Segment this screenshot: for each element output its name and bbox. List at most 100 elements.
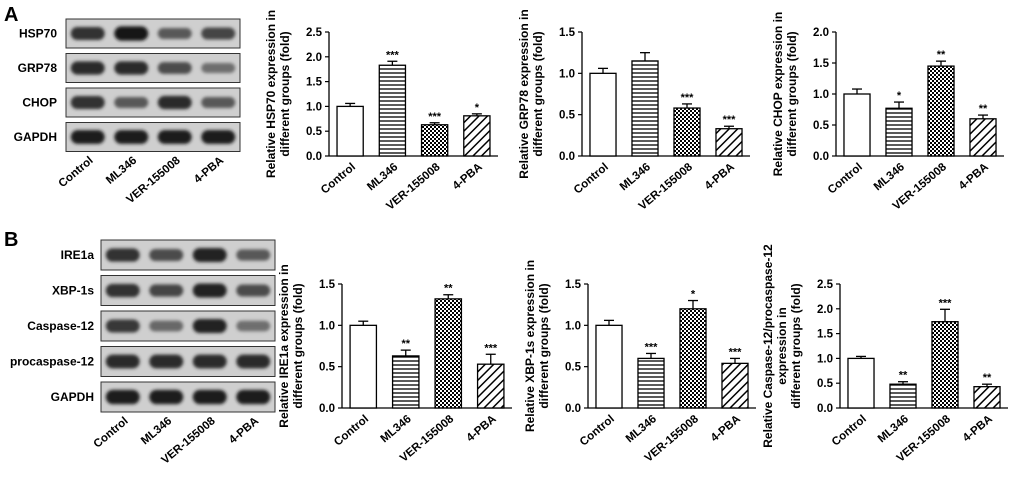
significance-marker: *** (723, 114, 737, 126)
y-axis-title: Relative GRP78 expression in (517, 9, 531, 178)
x-tick-label: Control (578, 413, 617, 448)
blot-band (192, 247, 227, 263)
blot-band (70, 130, 105, 144)
blot-row-label: HSP70 (19, 27, 57, 41)
bar (378, 64, 407, 157)
x-tick-label: Control (826, 161, 865, 196)
blot-band (192, 389, 227, 405)
y-axis-title: Relative Caspase-12/procaspase-12 (761, 244, 775, 448)
bar (637, 357, 665, 409)
y-axis-title: Relative HSP70 expression in (264, 10, 278, 178)
bar (476, 363, 505, 409)
x-tick-label: ML346 (872, 161, 907, 193)
bar (889, 383, 917, 409)
blot-band (70, 27, 105, 40)
y-tick-label: 2.5 (306, 27, 323, 39)
chart-grp78: 0.0 0.5 1.0 1.5 Relative GRP78 expression in… (517, 9, 750, 213)
blot-lane-label: 4-PBA (192, 155, 226, 186)
y-tick-label: 1.5 (306, 77, 323, 89)
y-tick-label: 2.0 (817, 304, 833, 316)
blot-band (105, 283, 140, 298)
blot-row-label: GAPDH (51, 390, 94, 404)
x-tick-label: 4-PBA (709, 413, 743, 444)
blot-band (149, 284, 184, 297)
blot-band (114, 26, 149, 41)
significance-marker: ** (937, 49, 946, 61)
blot-band (149, 320, 184, 332)
bar (434, 298, 463, 409)
blot-band (201, 130, 236, 144)
y-tick-label: 0.0 (319, 403, 335, 415)
blot-band (236, 249, 271, 261)
blot-lane-label: ML346 (104, 155, 139, 187)
blot-band (236, 320, 271, 332)
bar (336, 105, 364, 157)
blot-lane-label: Control (92, 415, 131, 450)
blot-band (149, 354, 184, 369)
y-tick-label: 1.0 (306, 101, 322, 113)
bar (969, 118, 997, 157)
blot-band (192, 318, 227, 334)
y-tick-label: 2.0 (306, 52, 322, 64)
y-tick-label: 0.5 (565, 362, 582, 374)
bar (721, 362, 749, 409)
y-tick-label: 0.5 (559, 110, 576, 122)
bar (679, 308, 707, 409)
y-tick-label: 0.0 (559, 151, 575, 163)
bar (589, 72, 617, 157)
blot-band (105, 389, 140, 405)
y-axis-title: Relative XBP-1s expression in (523, 260, 537, 432)
blot-row-label: GAPDH (14, 130, 57, 144)
chart-xbp1s: 0.0 0.5 1.0 1.5 Relative XBP-1s expression i… (523, 260, 756, 465)
y-tick-label: 0.5 (306, 126, 323, 138)
bar (843, 93, 871, 157)
blot-band (201, 27, 236, 40)
bar (595, 324, 623, 409)
significance-marker: * (475, 102, 480, 114)
x-tick-label: 4-PBA (961, 413, 995, 444)
western-blot-b: IRE1a XBP-1s Caspase-12 procaspase-12 GAPDH C… (10, 239, 276, 467)
blot-band (105, 248, 140, 262)
blot-lane-label: ML346 (139, 415, 174, 447)
y-axis-title: Relative CHOP expression in (771, 12, 785, 177)
significance-marker: *** (939, 297, 953, 309)
significance-marker: *** (484, 342, 498, 354)
significance-marker: *** (729, 346, 743, 358)
blot-row-label: Caspase-12 (27, 319, 94, 333)
y-tick-label: 1.0 (319, 320, 335, 332)
chart-ire1a: 0.0 0.5 1.0 1.5 Relative IRE1a expression in… (277, 264, 512, 465)
bar (847, 357, 875, 409)
y-axis-title: different groups (fold) (278, 31, 292, 156)
y-tick-label: 1.5 (319, 279, 336, 291)
blot-band (114, 97, 149, 108)
y-axis-title: different groups (fold) (291, 283, 305, 408)
blot-row-label: IRE1a (61, 248, 95, 262)
significance-marker: ** (899, 370, 908, 382)
y-tick-label: 0.5 (813, 120, 830, 132)
blot-band (236, 354, 271, 369)
significance-marker: ** (983, 372, 992, 384)
blot-band (105, 319, 140, 333)
y-tick-label: 0.5 (817, 378, 834, 390)
significance-marker: * (691, 289, 696, 301)
x-tick-label: Control (572, 161, 611, 196)
y-axis-title: different groups (fold) (537, 283, 551, 408)
blot-lane-label: Control (57, 155, 96, 190)
x-tick-label: Control (319, 161, 358, 196)
x-tick-label: ML346 (365, 161, 400, 193)
bar (463, 115, 491, 157)
bar (673, 107, 701, 157)
blot-band (157, 130, 192, 144)
y-axis-title: Relative IRE1a expression in (277, 264, 291, 427)
y-tick-label: 2.5 (817, 279, 834, 291)
blot-band (157, 95, 192, 110)
significance-marker: ** (979, 103, 988, 115)
y-tick-label: 1.5 (565, 279, 582, 291)
y-tick-label: 1.5 (559, 27, 576, 39)
chart-hsp70: 0.0 0.5 1.0 1.5 2.0 2.5 Relative HSP70 express… (264, 10, 498, 213)
significance-marker: * (897, 90, 902, 102)
significance-marker: ** (444, 283, 453, 295)
x-tick-label: Control (332, 413, 371, 448)
y-tick-label: 0.0 (306, 151, 322, 163)
